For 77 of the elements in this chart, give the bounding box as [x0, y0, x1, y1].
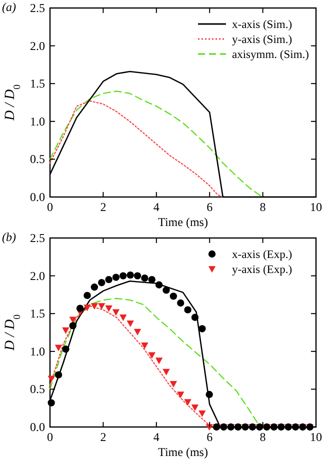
point — [134, 272, 142, 280]
point — [184, 399, 192, 406]
legend-label: y-axis (Sim.) — [232, 34, 292, 46]
point — [84, 292, 91, 300]
x-tick-label: 10 — [310, 430, 322, 444]
point — [198, 325, 206, 332]
point — [84, 304, 91, 312]
point — [162, 286, 170, 294]
point — [90, 284, 98, 291]
x-tick-label: 2 — [100, 200, 106, 214]
point — [191, 404, 199, 411]
point — [69, 322, 76, 330]
point — [54, 344, 62, 352]
point — [170, 381, 178, 388]
x-tick-label: 2 — [100, 430, 106, 444]
x-tick-label: 8 — [260, 430, 266, 444]
point — [141, 342, 148, 349]
y-tick-label: 1.0 — [30, 344, 45, 358]
point — [76, 304, 84, 312]
point — [112, 274, 120, 281]
point — [120, 314, 127, 321]
y-tick-label: 1.5 — [30, 76, 45, 91]
point — [206, 424, 213, 431]
y-tick-label: 2.0 — [30, 268, 45, 283]
x-tick-label: 8 — [260, 200, 266, 214]
point — [98, 279, 106, 286]
y-tick-label: 1.0 — [30, 114, 45, 128]
point — [62, 327, 70, 334]
legend-label: x-axis (Exp.) — [232, 249, 292, 261]
point — [155, 281, 163, 288]
point — [54, 371, 62, 378]
point — [206, 390, 213, 398]
point — [105, 305, 112, 312]
point — [48, 399, 55, 406]
y-tick-label: 0.5 — [30, 152, 45, 166]
point — [126, 320, 134, 328]
point — [134, 328, 142, 336]
x-tick-label: 4 — [153, 200, 160, 214]
point — [112, 309, 120, 316]
point — [141, 274, 148, 282]
point — [120, 272, 127, 280]
point — [170, 292, 178, 300]
x-tick-label: 0 — [47, 430, 53, 444]
x-axis-title: Time (ms) — [158, 445, 208, 459]
y-tick-label: 2.5 — [30, 231, 45, 245]
point — [184, 306, 192, 314]
x-tick-label: 4 — [153, 430, 160, 444]
point — [198, 410, 206, 417]
point — [177, 392, 184, 398]
text: (b) — [2, 230, 16, 244]
point — [90, 303, 98, 310]
x-axis-title: Time (ms) — [158, 215, 208, 229]
point — [126, 271, 134, 279]
point — [98, 303, 106, 310]
text: (a) — [2, 0, 16, 14]
y-tick-label: 1.5 — [30, 306, 45, 321]
point — [105, 276, 112, 284]
y-tick-label: 2.0 — [30, 38, 45, 53]
point — [62, 346, 70, 353]
legend-label: y-axis (Exp.) — [232, 264, 292, 276]
y-tick-label: 0.0 — [30, 420, 45, 434]
legend-label: axisymm. (Sim.) — [232, 49, 310, 61]
y-tick-label: 0.0 — [30, 190, 45, 204]
x-tick-label: 6 — [206, 200, 213, 214]
x-tick-label: 0 — [47, 200, 53, 214]
x-tick-label: 10 — [310, 200, 322, 214]
point — [148, 276, 156, 284]
point — [48, 376, 55, 382]
point — [155, 358, 163, 364]
x-tick-label: 6 — [206, 430, 213, 444]
point — [177, 299, 184, 307]
y-tick-label: 0.5 — [30, 382, 45, 396]
point — [191, 314, 199, 321]
y-tick-label: 2.5 — [30, 1, 45, 15]
legend-label: x-axis (Sim.) — [232, 19, 292, 31]
point — [148, 352, 156, 359]
point — [162, 368, 170, 376]
